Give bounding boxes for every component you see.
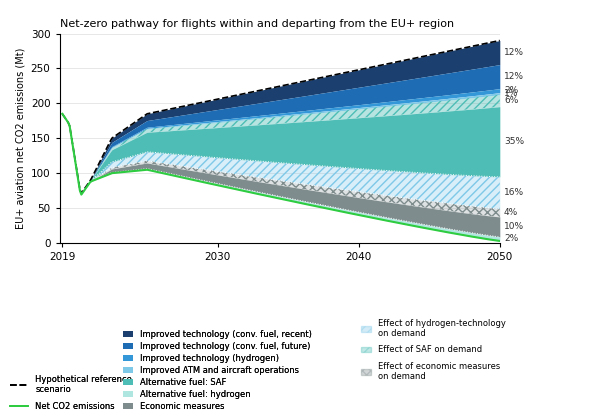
Text: 16%: 16% <box>504 188 524 197</box>
Text: 12%: 12% <box>504 72 524 81</box>
Text: 10%: 10% <box>504 222 524 231</box>
Text: 1%: 1% <box>504 89 518 98</box>
Text: 6%: 6% <box>504 96 518 105</box>
Text: 12%: 12% <box>504 48 524 57</box>
Text: Net-zero pathway for flights within and departing from the EU+ region: Net-zero pathway for flights within and … <box>60 18 453 28</box>
Legend: Effect of hydrogen-technology
on demand, Effect of SAF on demand, Effect of econ: Effect of hydrogen-technology on demand,… <box>361 318 506 381</box>
Text: 2%: 2% <box>504 86 518 95</box>
Legend: Hypothetical reference
scenario, Net CO2 emissions: Hypothetical reference scenario, Net CO2… <box>10 375 132 411</box>
Legend: Improved technology (conv. fuel, recent), Improved technology (conv. fuel, futur: Improved technology (conv. fuel, recent)… <box>123 330 312 411</box>
Text: 2%: 2% <box>504 234 518 243</box>
Text: 35%: 35% <box>504 137 524 146</box>
Text: 4%: 4% <box>504 208 518 217</box>
Y-axis label: EU+ aviation net CO2 emissions (Mt): EU+ aviation net CO2 emissions (Mt) <box>15 48 25 229</box>
